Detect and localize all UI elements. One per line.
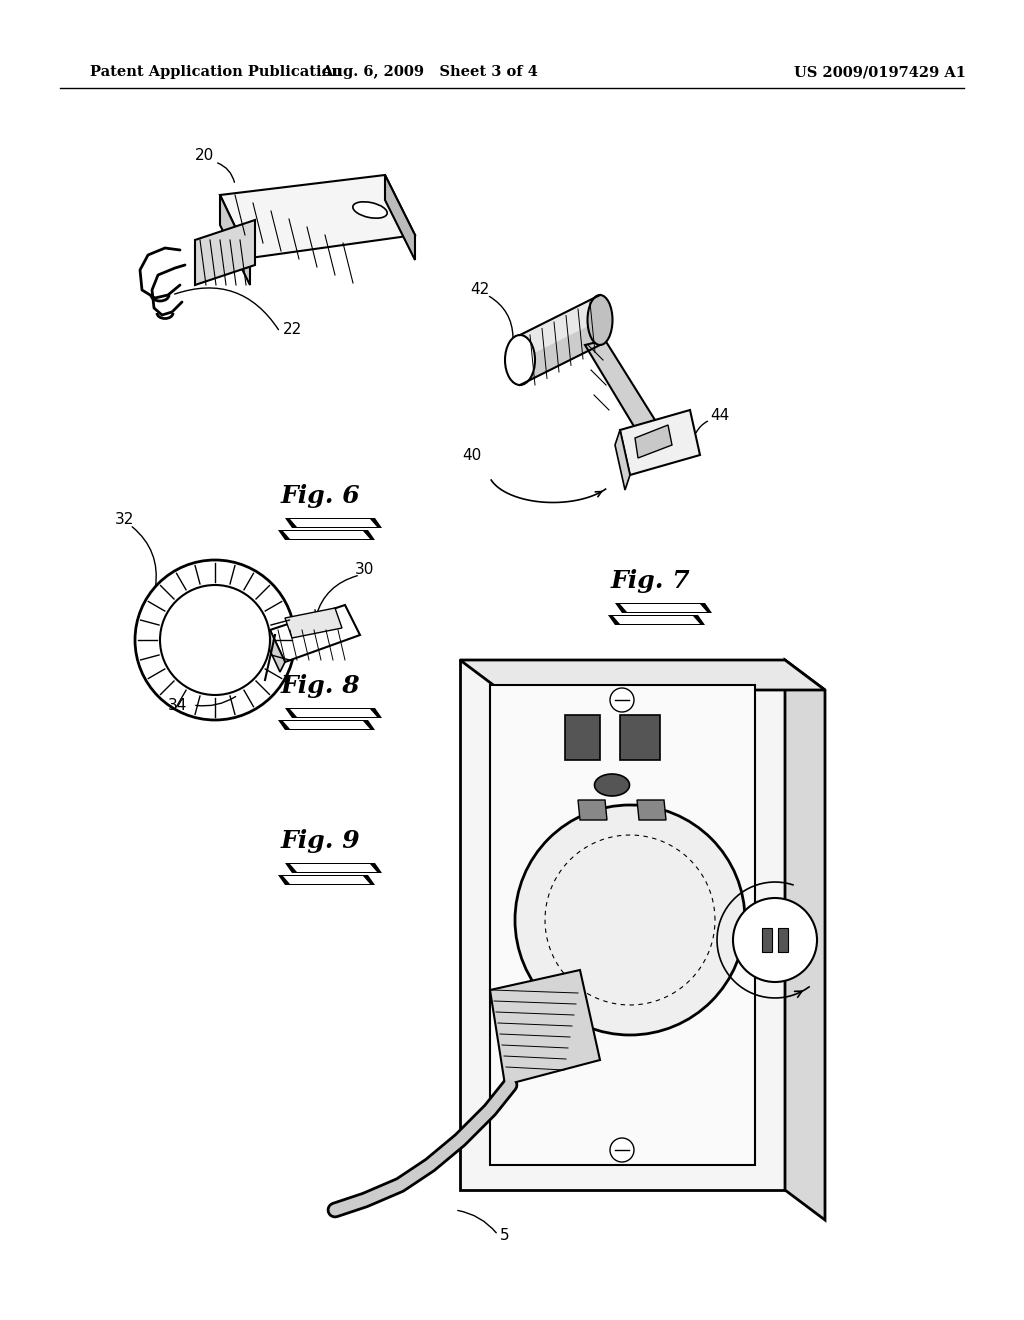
Polygon shape [195,220,255,285]
Polygon shape [283,721,370,729]
Polygon shape [520,319,600,385]
Text: Patent Application Publication: Patent Application Publication [90,65,342,79]
Polygon shape [220,176,415,257]
Text: Fig. 7: Fig. 7 [610,569,690,593]
Polygon shape [490,685,755,1166]
Polygon shape [283,876,370,884]
Text: 44: 44 [710,408,729,422]
Circle shape [515,805,745,1035]
Text: US 2009/0197429 A1: US 2009/0197429 A1 [794,65,966,79]
Polygon shape [520,294,600,360]
Polygon shape [283,531,370,539]
Polygon shape [565,715,600,760]
Polygon shape [615,603,712,612]
Ellipse shape [595,774,630,796]
Polygon shape [635,425,672,458]
Polygon shape [608,615,705,624]
Circle shape [160,585,270,696]
Text: 20: 20 [195,148,214,162]
Text: 5: 5 [500,1228,510,1242]
Ellipse shape [353,202,387,218]
Polygon shape [385,176,415,260]
Polygon shape [290,709,377,717]
Polygon shape [762,928,772,952]
Polygon shape [285,708,382,718]
Text: Fig. 9: Fig. 9 [281,829,359,853]
Polygon shape [290,519,377,527]
Polygon shape [778,928,788,952]
Polygon shape [265,630,285,672]
Polygon shape [613,616,700,624]
Polygon shape [785,660,825,1220]
Circle shape [135,560,295,719]
Text: Fig. 6: Fig. 6 [281,484,359,508]
Text: 30: 30 [355,562,375,578]
Text: 34: 34 [168,697,187,713]
Polygon shape [620,605,707,612]
Text: 42: 42 [470,282,489,297]
Ellipse shape [505,335,535,385]
Polygon shape [285,609,342,638]
Polygon shape [585,341,655,428]
Polygon shape [285,517,382,528]
Ellipse shape [588,294,612,345]
Text: Aug. 6, 2009   Sheet 3 of 4: Aug. 6, 2009 Sheet 3 of 4 [322,65,539,79]
Polygon shape [615,430,630,490]
Polygon shape [578,800,607,820]
Polygon shape [278,875,375,884]
Text: 32: 32 [115,512,134,528]
Text: Fig. 8: Fig. 8 [281,675,359,698]
Polygon shape [637,800,666,820]
Polygon shape [278,531,375,540]
Polygon shape [290,865,377,873]
Circle shape [610,1138,634,1162]
Polygon shape [278,719,375,730]
Polygon shape [460,660,825,690]
Polygon shape [270,605,360,663]
Polygon shape [460,660,785,1191]
Polygon shape [285,863,382,873]
Polygon shape [620,715,660,760]
Polygon shape [620,411,700,475]
Circle shape [610,688,634,711]
Polygon shape [490,970,600,1085]
Circle shape [733,898,817,982]
Text: 40: 40 [462,447,481,462]
Polygon shape [220,195,250,285]
Text: 22: 22 [283,322,302,338]
